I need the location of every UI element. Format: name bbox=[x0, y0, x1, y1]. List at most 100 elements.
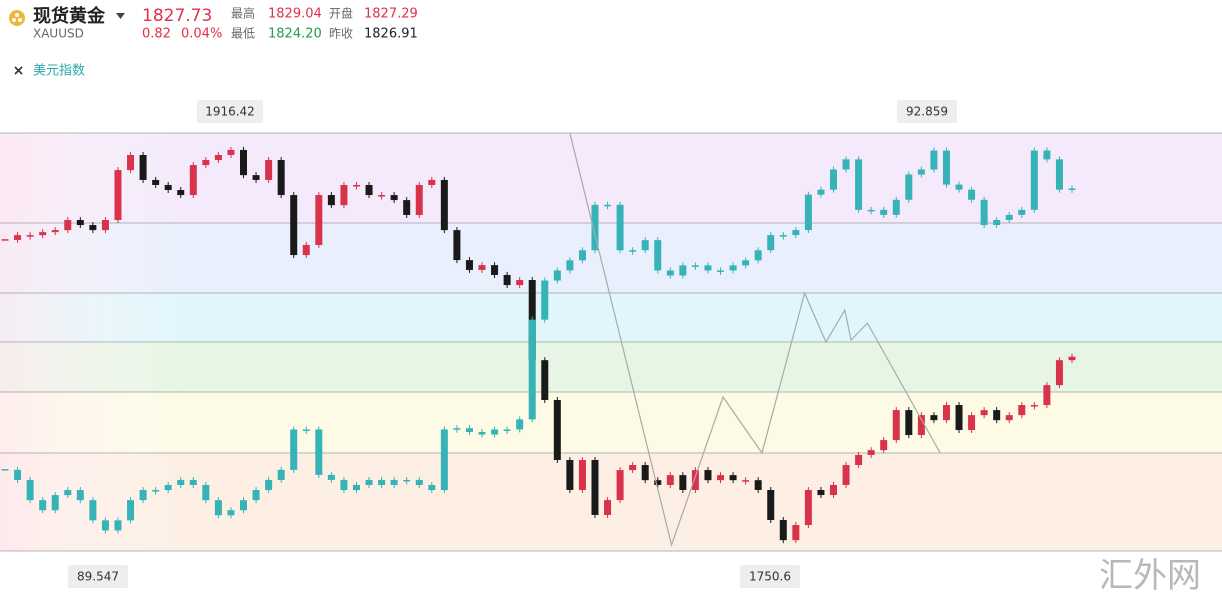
candle bbox=[591, 204, 599, 251]
candle bbox=[453, 428, 461, 430]
candle bbox=[578, 250, 586, 261]
dropdown[interactable] bbox=[116, 13, 125, 19]
candle bbox=[867, 450, 875, 455]
candle bbox=[164, 184, 172, 191]
candle bbox=[26, 235, 34, 237]
candle bbox=[654, 480, 662, 485]
candle bbox=[114, 170, 122, 221]
candle bbox=[717, 270, 725, 272]
candle bbox=[164, 484, 172, 491]
candle bbox=[691, 470, 699, 490]
candle bbox=[1, 239, 9, 241]
candle bbox=[290, 429, 298, 470]
candle bbox=[729, 475, 737, 481]
annotation-text: 1916.42 bbox=[205, 105, 255, 119]
candle bbox=[1043, 150, 1051, 160]
candle bbox=[101, 220, 109, 231]
candle bbox=[968, 415, 976, 431]
candle bbox=[880, 209, 888, 215]
candle bbox=[792, 525, 800, 541]
annotation-text: 1750.6 bbox=[749, 570, 791, 584]
candle bbox=[227, 149, 235, 155]
candle bbox=[51, 230, 59, 233]
candle bbox=[89, 500, 97, 521]
candle bbox=[365, 479, 373, 485]
candle bbox=[817, 189, 825, 195]
candle bbox=[503, 274, 511, 286]
candle bbox=[829, 169, 837, 190]
candle bbox=[14, 469, 22, 480]
candle bbox=[604, 204, 612, 207]
candle bbox=[641, 465, 649, 481]
candle bbox=[804, 489, 812, 526]
candle bbox=[390, 479, 398, 485]
candle bbox=[378, 479, 386, 485]
candle bbox=[955, 184, 963, 190]
candle bbox=[1, 469, 9, 471]
candle bbox=[26, 479, 34, 501]
bands bbox=[0, 132, 1222, 552]
candle bbox=[14, 235, 22, 240]
candle bbox=[76, 490, 84, 501]
candle bbox=[89, 225, 97, 231]
annotation: 92.859 bbox=[897, 100, 957, 123]
candle bbox=[491, 429, 499, 435]
candle bbox=[1018, 405, 1026, 416]
title[interactable]: 现货黄金 bbox=[33, 5, 106, 27]
overlay-label[interactable]: 美元指数 bbox=[33, 64, 85, 79]
candle bbox=[214, 154, 222, 161]
candle bbox=[127, 500, 135, 521]
candle bbox=[415, 184, 423, 215]
candle bbox=[566, 260, 574, 271]
candle bbox=[252, 490, 260, 501]
candle bbox=[453, 230, 461, 261]
candle bbox=[742, 480, 750, 482]
candle bbox=[240, 149, 248, 176]
candle bbox=[352, 484, 360, 491]
candle bbox=[177, 190, 185, 196]
candle bbox=[930, 415, 938, 421]
candle bbox=[189, 165, 197, 196]
candle bbox=[629, 465, 637, 471]
candle bbox=[64, 490, 72, 496]
candle bbox=[76, 220, 84, 226]
candle bbox=[403, 479, 411, 482]
high-label: 最高 bbox=[231, 6, 255, 21]
price: 1827.73 bbox=[142, 6, 212, 26]
candle bbox=[101, 520, 109, 531]
candle bbox=[880, 440, 888, 451]
candle bbox=[189, 479, 197, 485]
candle bbox=[666, 270, 674, 276]
candle bbox=[127, 154, 135, 171]
candle bbox=[227, 510, 235, 516]
candle bbox=[993, 410, 1001, 421]
low: 1824.20 bbox=[268, 27, 322, 42]
candle bbox=[541, 280, 549, 320]
candle bbox=[717, 475, 725, 481]
candle bbox=[867, 209, 875, 212]
candle bbox=[491, 265, 499, 275]
candle bbox=[942, 405, 950, 421]
candle bbox=[64, 220, 72, 231]
candle bbox=[905, 174, 913, 200]
gold-icon bbox=[9, 10, 25, 26]
candle bbox=[465, 260, 473, 270]
candle bbox=[415, 479, 423, 485]
close-overlay[interactable] bbox=[14, 66, 23, 75]
candle bbox=[917, 169, 925, 175]
candle bbox=[566, 459, 574, 490]
candle bbox=[365, 184, 373, 196]
annotation: 1916.42 bbox=[197, 100, 263, 123]
candle bbox=[516, 280, 524, 286]
prev-close-label: 昨收 bbox=[329, 27, 353, 41]
candle bbox=[428, 484, 436, 491]
candle bbox=[214, 500, 222, 516]
candle bbox=[528, 319, 536, 420]
candle bbox=[265, 479, 273, 491]
candle bbox=[616, 204, 624, 251]
candle bbox=[302, 244, 310, 256]
candle bbox=[1005, 214, 1013, 220]
candle bbox=[842, 465, 850, 485]
candle bbox=[1005, 415, 1013, 421]
candle bbox=[202, 484, 210, 501]
